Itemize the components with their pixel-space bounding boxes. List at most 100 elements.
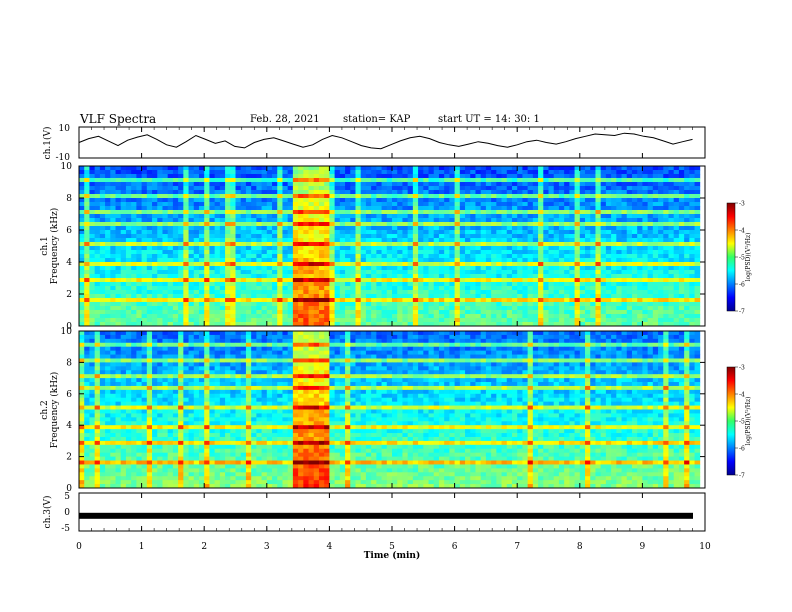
spectrogram-cell <box>79 282 85 287</box>
spectrogram-cell <box>412 238 419 243</box>
spectrogram-cell <box>475 214 482 219</box>
spectrogram-cell <box>475 314 482 319</box>
spectrogram-cell <box>402 210 409 215</box>
spectrogram-cell <box>183 178 189 183</box>
spectrogram-cell <box>658 310 664 315</box>
spectrogram-cell <box>658 318 664 323</box>
spectrogram-cell <box>590 314 596 319</box>
spectrogram-cell <box>642 218 649 223</box>
spectrogram-cell <box>282 194 289 199</box>
spectrogram-cell <box>360 318 367 323</box>
spectrogram-cell <box>475 174 482 179</box>
spectrogram-cell <box>438 286 445 291</box>
spectrogram-cell <box>496 254 502 259</box>
spectrogram-cell <box>240 210 247 215</box>
spectrogram-cell <box>433 242 440 247</box>
spectrogram-cell <box>256 306 262 311</box>
spectrogram-cell <box>485 286 492 291</box>
spectrogram-cell <box>146 302 153 307</box>
spectrogram-cell <box>219 246 226 251</box>
spectrogram-cell <box>428 314 435 319</box>
spectrogram-cell <box>183 198 189 203</box>
spectrogram-cell <box>198 270 205 275</box>
spectrogram-cell <box>678 186 685 191</box>
spectrogram-cell <box>538 182 544 187</box>
spectrogram-cell <box>240 270 247 275</box>
spectrogram-cell <box>449 278 455 283</box>
spectrogram-cell <box>251 246 257 251</box>
spectrogram-cell <box>272 186 278 191</box>
spectrogram-cell <box>261 182 268 187</box>
spectrogram-cell <box>673 198 680 203</box>
spectrogram-cell <box>428 222 435 227</box>
spectrogram-cell <box>256 310 262 315</box>
spectrogram-cell <box>412 170 419 175</box>
spectrogram-cell <box>324 198 330 203</box>
spectrogram-cell <box>277 206 283 211</box>
spectrogram-cell <box>673 298 680 303</box>
spectrogram-cell <box>548 210 555 215</box>
spectrogram-cell <box>402 334 409 340</box>
spectrogram-cell <box>511 270 518 275</box>
spectrogram-cell <box>94 270 101 275</box>
spectrogram-cell <box>418 318 424 323</box>
spectrogram-cell <box>470 294 476 299</box>
spectrogram-cell <box>506 258 513 263</box>
spectrogram-cell <box>423 270 429 275</box>
spectrogram-cell <box>308 166 315 171</box>
spectrogram-cell <box>616 214 622 219</box>
spectrogram-cell <box>668 246 675 251</box>
spectrogram-cell <box>245 331 252 336</box>
spectrogram-cell <box>308 254 315 259</box>
spectrogram-cell <box>574 314 581 319</box>
spectrogram-cell <box>465 222 471 227</box>
spectrogram-cell <box>418 218 424 223</box>
spectrogram-cell <box>225 246 231 251</box>
spectrogram-cell <box>162 290 169 295</box>
spectrogram-cell <box>115 318 122 323</box>
spectrogram-cell <box>459 250 466 255</box>
spectrogram-cell <box>167 238 174 243</box>
spectrogram-cell <box>673 331 680 336</box>
spectrogram-cell <box>637 250 643 255</box>
spectrogram-cell <box>480 246 487 251</box>
spectrogram-cell <box>491 230 497 235</box>
spectrogram-cell <box>178 170 184 175</box>
spectrogram-cell <box>402 238 409 243</box>
spectrogram-cell <box>590 166 596 171</box>
spectrogram-cell <box>115 294 122 299</box>
spectrogram-cell <box>157 226 163 231</box>
spectrogram-cell <box>689 310 695 315</box>
spectrogram-cell <box>146 230 153 235</box>
spectrogram-cell <box>548 250 555 255</box>
spectrogram-cell <box>172 250 179 255</box>
spectrogram-cell <box>637 166 643 171</box>
spectrogram-cell <box>219 298 226 303</box>
spectrogram-cell <box>444 178 450 183</box>
spectrogram-cell <box>538 190 544 195</box>
spectrogram-cell <box>94 226 101 231</box>
spectrogram-cell <box>470 170 476 175</box>
spectrogram-cell <box>371 194 377 199</box>
spectrogram-cell <box>84 274 90 279</box>
spectrogram-cell <box>501 282 508 287</box>
spectrogram-cell <box>371 294 377 299</box>
spectrogram-cell <box>631 290 638 295</box>
spectrogram-cell <box>334 331 341 336</box>
spectrogram-cell <box>470 318 476 323</box>
spectrogram-cell <box>235 198 242 203</box>
spectrogram-cell <box>183 226 189 231</box>
spectrogram-cell <box>84 226 90 231</box>
spectrogram-cell <box>397 314 403 319</box>
spectrogram-cell <box>225 318 231 323</box>
spectrogram-cell <box>386 242 393 247</box>
spectrogram-cell <box>157 198 163 203</box>
spectrogram-cell <box>678 218 685 223</box>
spectrogram-cell <box>79 274 85 279</box>
spectrogram-cell <box>381 246 388 251</box>
spectrogram-cell <box>245 266 252 271</box>
spectrogram-cell <box>261 298 268 303</box>
spectrogram-cell <box>188 182 195 187</box>
spectrogram-cell <box>626 294 633 299</box>
spectrogram-cell <box>152 331 158 336</box>
